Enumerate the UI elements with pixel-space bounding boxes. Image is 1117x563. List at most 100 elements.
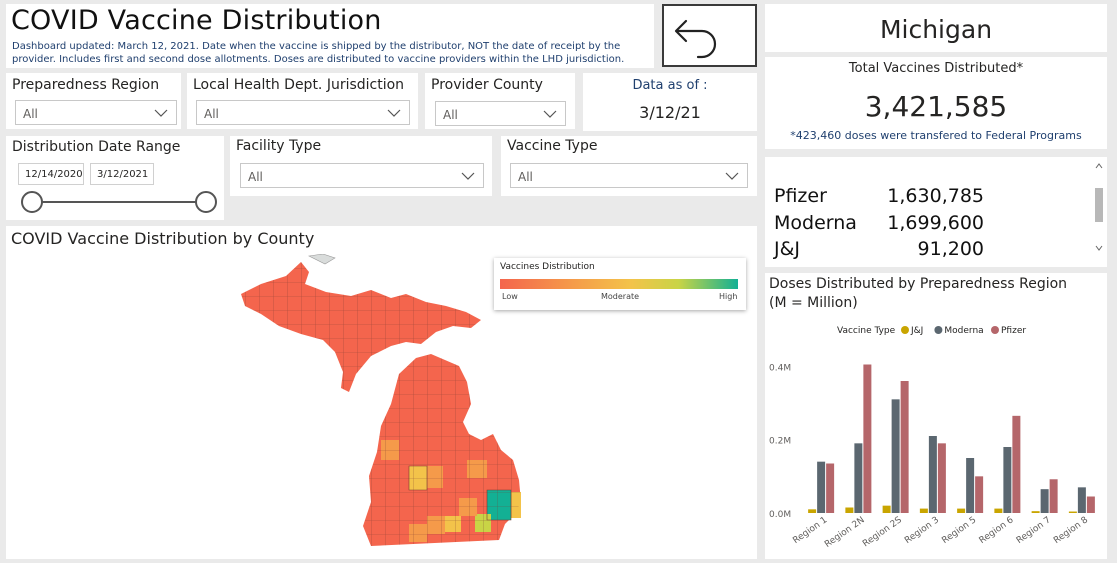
slicer-label: Facility Type <box>236 138 322 154</box>
y-tick-label: 0.2M <box>769 437 791 447</box>
slicer-label: Preparedness Region <box>12 77 160 93</box>
bar-chart[interactable]: Vaccine Type J&J Moderna Pfizer 0.0M 0.2M 0.4M… <box>765 319 1107 557</box>
provider-county-dropdown[interactable]: All <box>435 101 566 126</box>
back-arrow-icon <box>674 19 717 59</box>
bar-jj-region-2n <box>845 507 854 513</box>
provider-county-slicer: Provider County All <box>425 73 575 129</box>
data-as-of-value: 3/12/21 <box>639 103 701 122</box>
region-chart-card: Doses Distributed by Preparedness Region… <box>765 273 1107 559</box>
legend-label: Moderna <box>944 326 983 336</box>
chevron-down-icon <box>543 110 557 118</box>
lhd-jurisdiction-dropdown[interactable]: All <box>196 100 410 125</box>
vaccine-type-slicer: Vaccine Type All <box>501 136 757 196</box>
legend-low: Low <box>502 292 518 301</box>
legend-high: High <box>719 292 738 301</box>
preparedness-region-dropdown[interactable]: All <box>15 100 177 125</box>
header-card: COVID Vaccine Distribution Dashboard upd… <box>6 4 654 68</box>
bar-jj-region-8 <box>1068 511 1077 513</box>
chevron-down-icon <box>154 109 168 117</box>
bar-moderna-region-2n <box>854 443 863 513</box>
page-subtitle: Dashboard updated: March 12, 2021. Date … <box>12 40 652 66</box>
total-card: Total Vaccines Distributed* 3,421,585 *4… <box>765 57 1107 149</box>
bar-moderna-region-2s <box>891 399 900 513</box>
total-label: Total Vaccines Distributed* <box>848 61 1024 76</box>
bar-pfizer-region-7 <box>1049 479 1058 513</box>
bar-pfizer-region-3 <box>937 443 946 513</box>
date-range-start-handle[interactable] <box>21 191 43 213</box>
bar-moderna-region-6 <box>1003 447 1012 513</box>
x-tick-label: Region 2N <box>823 515 867 550</box>
bar-jj-region-2s <box>882 505 891 513</box>
legend-marker <box>934 326 943 334</box>
breakdown-row-jj: J&J 91,200 <box>774 238 984 262</box>
total-footnote: *423,460 doses were transfered to Federa… <box>790 129 1082 142</box>
data-as-of-label: Data as of : <box>632 78 708 93</box>
bar-pfizer-region-5 <box>975 476 984 513</box>
end-date-input[interactable]: 3/12/2021 <box>90 163 154 185</box>
breakdown-card: Pfizer 1,630,785 Moderna 1,699,600 J&J 9… <box>765 157 1107 267</box>
subtitle-line-2: provider. Includes first and second dose… <box>12 54 625 65</box>
scrollbar-thumb[interactable] <box>1095 188 1103 222</box>
breakdown-scrollbar[interactable] <box>1094 161 1104 257</box>
slicer-label: Vaccine Type <box>507 138 598 154</box>
date-range-track <box>32 201 206 203</box>
legend-marker <box>901 326 909 334</box>
back-button[interactable] <box>662 4 757 67</box>
dropdown-value: All <box>23 107 38 121</box>
facility-type-slicer: Facility Type All <box>230 136 492 196</box>
breakdown-value: 1,699,600 <box>887 212 984 234</box>
bar-pfizer-region-6 <box>1012 415 1021 513</box>
subtitle-line-1: Dashboard updated: March 12, 2021. Date … <box>12 41 621 52</box>
vaccine-type-dropdown[interactable]: All <box>510 163 748 188</box>
total-value: 3,421,585 <box>864 90 1008 123</box>
chevron-down-icon <box>461 172 475 180</box>
bar-jj-region-7 <box>1031 511 1040 513</box>
legend-label: Pfizer <box>1001 326 1026 336</box>
bar-pfizer-region-8 <box>1086 496 1095 513</box>
legend-label: J&J <box>910 326 923 336</box>
chart-title-line2: (M = Million) <box>769 295 858 311</box>
start-date-input[interactable]: 12/14/2020 <box>18 163 84 185</box>
legend-mid: Moderate <box>601 292 640 301</box>
state-card: Michigan <box>765 4 1107 52</box>
legend-marker <box>991 326 999 334</box>
scroll-down-icon[interactable] <box>1095 245 1103 251</box>
bar-pfizer-region-2s <box>900 381 909 513</box>
map-title: COVID Vaccine Distribution by County <box>11 229 315 248</box>
chevron-down-icon <box>725 172 739 180</box>
breakdown-value: 1,630,785 <box>887 185 984 207</box>
breakdown-value: 91,200 <box>917 238 984 260</box>
breakdown-name: Moderna <box>774 212 857 234</box>
dropdown-value: All <box>204 107 219 121</box>
michigan-map[interactable] <box>231 254 561 554</box>
chevron-down-icon <box>387 109 401 117</box>
bar-jj-region-3 <box>919 508 928 513</box>
breakdown-row-moderna: Moderna 1,699,600 <box>774 212 984 236</box>
x-tick-label: Region 5 <box>940 515 978 546</box>
map-legend: Vaccines Distribution Low Moderate High <box>494 258 746 310</box>
bar-moderna-region-7 <box>1040 489 1049 513</box>
facility-type-dropdown[interactable]: All <box>240 163 484 188</box>
bar-jj-region-6 <box>994 508 1003 513</box>
dropdown-value: All <box>443 108 458 122</box>
x-tick-label: Region 6 <box>978 515 1016 546</box>
preparedness-region-slicer: Preparedness Region All <box>6 73 181 129</box>
y-tick-label: 0.4M <box>769 363 791 373</box>
bar-moderna-region-5 <box>966 458 975 513</box>
slicer-label: Local Health Dept. Jurisdiction <box>193 77 405 93</box>
state-name: Michigan <box>879 15 993 44</box>
date-range-end-handle[interactable] <box>195 191 217 213</box>
bar-jj-region-1 <box>808 509 817 513</box>
y-tick-label: 0.0M <box>769 510 791 520</box>
scroll-up-icon[interactable] <box>1095 163 1103 169</box>
bar-moderna-region-8 <box>1077 487 1086 513</box>
dropdown-value: All <box>518 170 533 184</box>
map-card: COVID Vaccine Distribution by County Vac… <box>6 226 757 559</box>
date-range-slicer: Distribution Date Range 12/14/2020 3/12/… <box>6 136 224 220</box>
legend-gradient <box>500 279 738 289</box>
dropdown-value: All <box>248 170 263 184</box>
data-as-of-card: Data as of : 3/12/21 <box>583 73 757 131</box>
chart-title-line1: Doses Distributed by Preparedness Region <box>769 276 1068 292</box>
bar-pfizer-region-2n <box>863 364 872 513</box>
x-tick-label: Region 7 <box>1015 515 1053 546</box>
